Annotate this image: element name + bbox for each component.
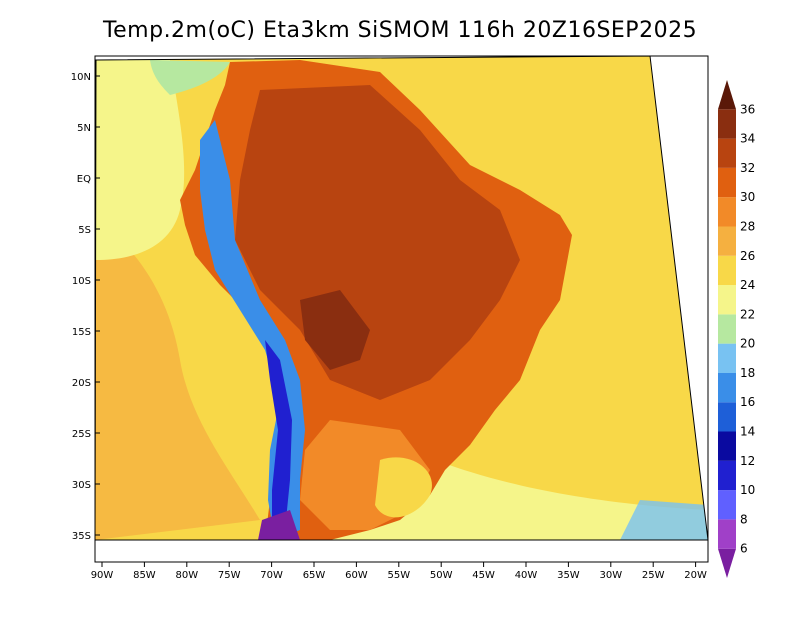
lat-label: 5N (77, 123, 91, 134)
patagonia-coldest (258, 510, 300, 540)
lat-label: 15S (72, 327, 91, 338)
latitude-labels: 10N 5N EQ 5S 10S 15S 20S 25S 30S 35S (71, 72, 100, 542)
colorbar-bin (718, 343, 736, 373)
lon-label: 70W (260, 570, 283, 581)
longitude-labels: 90W 85W 80W 75W 70W 65W 60W 55W 50W 45W 40W 35W 30W 2… (91, 562, 707, 581)
colorbar-tick-label: 8 (740, 512, 748, 526)
lon-label: 20W (684, 570, 707, 581)
lon-label: 65W (303, 570, 326, 581)
colorbar-tick-label: 12 (740, 454, 755, 468)
lon-label: 80W (175, 570, 198, 581)
colorbar-tick-label: 32 (740, 161, 755, 175)
colorbar-tick-label: 36 (740, 102, 755, 116)
colorbar-tick-label: 16 (740, 395, 755, 409)
lon-label: 50W (430, 570, 453, 581)
colorbar-tick-label: 22 (740, 307, 755, 321)
model-domain (95, 56, 708, 540)
colorbar-bin (718, 314, 736, 344)
lon-label: 35W (557, 570, 580, 581)
colorbar-bin (718, 285, 736, 315)
colorbar-tick-label: 30 (740, 190, 755, 204)
colorbar-tick-label: 14 (740, 425, 755, 439)
colorbar-bin (718, 460, 736, 491)
colorbar-bin (718, 548, 736, 578)
colorbar-bin (718, 372, 736, 403)
uruguay-mild (375, 457, 432, 518)
andes-coldest (265, 340, 292, 540)
colorbar-tick-label: 10 (740, 483, 755, 497)
lat-label: 20S (72, 378, 91, 389)
lon-label: 30W (599, 570, 622, 581)
lat-label: 5S (78, 225, 91, 236)
colorbar-bin (718, 226, 736, 256)
lat-label: EQ (77, 174, 91, 185)
lon-label: 90W (91, 570, 114, 581)
colorbar-bin (718, 80, 736, 110)
colorbar-bin (718, 490, 736, 520)
colorbar-bin (718, 431, 736, 461)
colorbar-bin (718, 197, 736, 227)
colorbar-bin (718, 138, 736, 168)
lon-label: 85W (133, 570, 156, 581)
colorbar-tick-label: 34 (740, 132, 755, 146)
south-atlantic-cool (620, 500, 708, 540)
map-frame (94, 55, 709, 563)
colorbar-bin (718, 167, 736, 198)
lat-label: 25S (72, 429, 91, 440)
lat-label: 35S (72, 531, 91, 542)
land-hottest-patches (300, 290, 370, 370)
lon-label: 25W (642, 570, 665, 581)
colorbar-tick-label: 24 (740, 278, 755, 292)
colorbar-bin (718, 402, 736, 432)
map-title: Temp.2m(oC) Eta3km SiSMOM 116h 20Z16SEP2… (102, 18, 698, 43)
colorbar-bin (718, 255, 736, 286)
atlantic-light-band (330, 420, 708, 540)
colorbar-tick-label: 6 (740, 542, 748, 556)
lon-label: 60W (345, 570, 368, 581)
lon-label: 75W (218, 570, 241, 581)
lon-label: 40W (515, 570, 538, 581)
colorbar-bin (718, 519, 736, 549)
colorbar-tick-label: 18 (740, 366, 755, 380)
pacific-light-band (96, 60, 185, 260)
colorbar-tick-label: 26 (740, 249, 755, 263)
colorbar-tick-label: 20 (740, 337, 755, 351)
colorbar-tick-label: 28 (740, 219, 755, 233)
lat-label: 30S (72, 480, 91, 491)
lat-label: 10N (71, 72, 91, 83)
colorbar: 6 8 10 12 14 16 18 20 22 24 26 28 30 32 34 36 (718, 80, 755, 578)
caribbean-cool (150, 60, 230, 95)
lat-label: 10S (72, 276, 91, 287)
lon-label: 55W (387, 570, 410, 581)
lon-label: 45W (472, 570, 495, 581)
pacific-warm-band (95, 220, 260, 540)
colorbar-bin (718, 109, 736, 139)
